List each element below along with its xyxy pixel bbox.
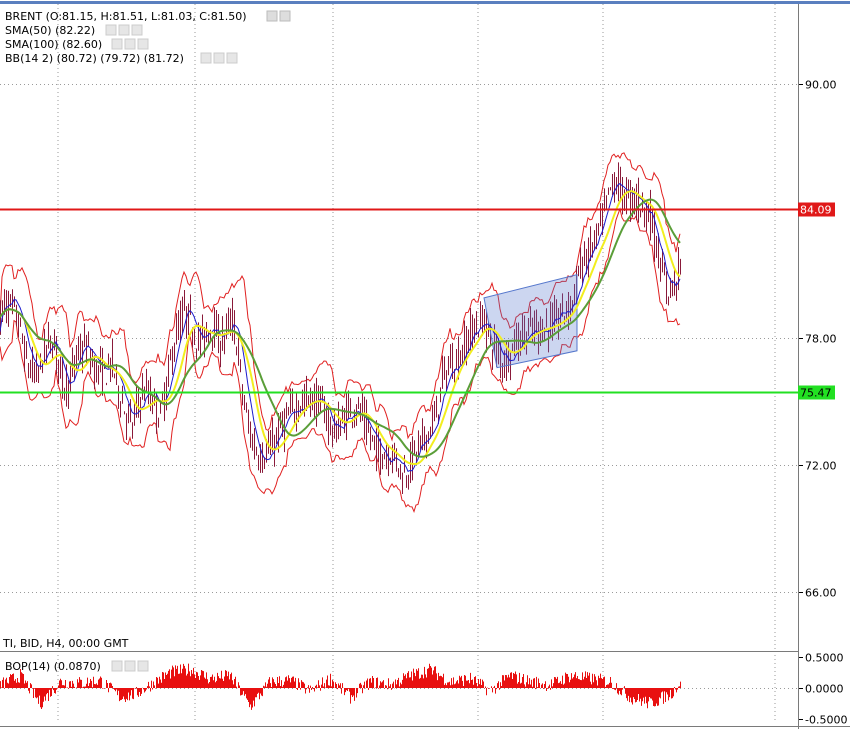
bb-label: BB(14 2) (80.72) (79.72) (81.72) [5, 52, 184, 65]
settings-icon[interactable] [200, 52, 212, 64]
settings-icon[interactable] [111, 660, 123, 672]
horizontal-levels[interactable]: 84.09 75.47 [0, 202, 835, 400]
close-icon[interactable] [226, 52, 238, 64]
legend-controls-sma100[interactable] [111, 38, 149, 50]
price-tick-label: 78.00 [805, 333, 837, 346]
legend-controls-bop[interactable] [111, 660, 149, 672]
resistance-value: 84.09 [800, 204, 832, 217]
price-tick-label: 66.00 [805, 587, 837, 600]
sma50-label: SMA(50) (82.22) [5, 24, 95, 37]
bb-lower-band [0, 207, 681, 513]
close-icon[interactable] [279, 10, 291, 22]
visibility-icon[interactable] [124, 38, 136, 50]
bb-upper-band [0, 152, 681, 442]
close-icon[interactable] [131, 24, 143, 36]
bop-histogram [0, 663, 681, 710]
visibility-icon[interactable] [213, 52, 225, 64]
legend-controls-bb[interactable] [200, 52, 238, 64]
bop-axis: 0.5000 0.0000 -0.5000 [799, 652, 847, 727]
bop-tick-label: 0.0000 [805, 683, 844, 696]
bop-label: BOP(14) (0.0870) [5, 660, 101, 673]
legend-controls-sma50[interactable] [105, 24, 143, 36]
candles [0, 162, 681, 495]
support-value: 75.47 [800, 387, 832, 400]
ohlc-label: BRENT (O:81.15, H:81.51, L:81.03, C:81.5… [5, 10, 246, 23]
bollinger-bands [0, 152, 681, 513]
legend-controls-ohlc[interactable] [266, 10, 291, 22]
price-tick-label: 90.00 [805, 79, 837, 92]
price-axis: 90.00 78.00 72.00 66.00 [799, 79, 837, 600]
footer-info: TI, BID, H4, 00:00 GMT [2, 637, 129, 650]
close-icon[interactable] [137, 38, 149, 50]
resistance-tag [798, 202, 835, 217]
sma100-line [0, 198, 681, 458]
sma50-line [0, 190, 681, 465]
bop-tick-label: -0.5000 [805, 714, 847, 727]
bop-tick-label: 0.5000 [805, 652, 844, 665]
visibility-icon[interactable] [118, 24, 130, 36]
price-tick-label: 72.00 [805, 460, 837, 473]
support-tag [798, 385, 835, 400]
close-icon[interactable] [137, 660, 149, 672]
settings-icon[interactable] [111, 38, 123, 50]
settings-icon[interactable] [266, 10, 278, 22]
moving-averages [0, 182, 681, 472]
sma100-label: SMA(100) (82.60) [5, 38, 102, 51]
visibility-icon[interactable] [124, 660, 136, 672]
bb-middle-line [0, 182, 681, 472]
settings-icon[interactable] [105, 24, 117, 36]
